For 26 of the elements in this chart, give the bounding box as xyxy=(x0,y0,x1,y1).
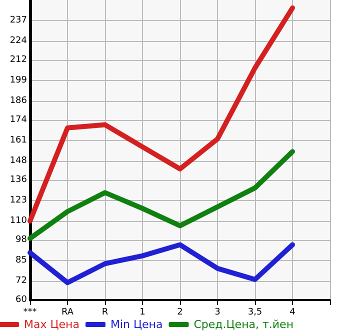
y-tick-label: 212 xyxy=(10,55,27,65)
y-tick-label: 110 xyxy=(10,216,28,226)
x-tick-label: 3,5 xyxy=(248,308,262,318)
legend-label: Сред.Цена, т.йен xyxy=(194,318,294,331)
y-tick-label: 60 xyxy=(16,295,28,305)
y-tick-label: 98 xyxy=(16,235,28,245)
y-tick-label: 148 xyxy=(10,156,28,166)
y-tick-label: 161 xyxy=(10,136,27,146)
x-tick-label: *** xyxy=(23,308,38,318)
y-tick-label: 224 xyxy=(10,36,28,46)
y-tick-label: 237 xyxy=(10,16,27,26)
x-tick-label: 1 xyxy=(140,308,146,318)
y-tick-label: 174 xyxy=(10,115,28,125)
legend-label: Min Цена xyxy=(110,318,163,331)
x-tick-label: R xyxy=(102,308,108,318)
y-tick-label: 123 xyxy=(10,196,27,206)
y-tick-label: 72 xyxy=(16,276,27,286)
x-tick-label: 3 xyxy=(214,308,220,318)
y-tick-label: 199 xyxy=(10,76,28,86)
legend-label: Max Цена xyxy=(24,318,80,331)
x-tick-label: 2 xyxy=(177,308,183,318)
x-tick-label: 4 xyxy=(290,308,296,318)
y-tick-label: 136 xyxy=(10,175,28,185)
y-tick-label: 85 xyxy=(16,256,27,266)
y-tick-label: 186 xyxy=(10,96,28,106)
x-tick-label: RA xyxy=(61,308,74,318)
